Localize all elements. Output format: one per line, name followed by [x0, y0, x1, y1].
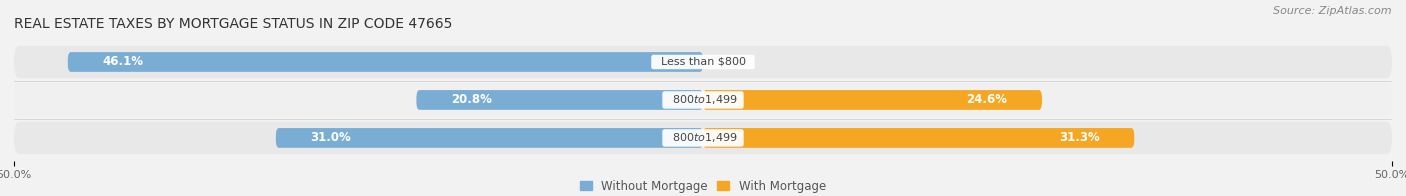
- FancyBboxPatch shape: [14, 84, 1392, 116]
- Text: Less than $800: Less than $800: [654, 57, 752, 67]
- FancyBboxPatch shape: [14, 122, 1392, 154]
- Legend: Without Mortgage, With Mortgage: Without Mortgage, With Mortgage: [575, 175, 831, 196]
- Text: $800 to $1,499: $800 to $1,499: [665, 132, 741, 144]
- Text: 20.8%: 20.8%: [451, 93, 492, 106]
- Text: 46.1%: 46.1%: [103, 55, 143, 68]
- Text: Source: ZipAtlas.com: Source: ZipAtlas.com: [1274, 6, 1392, 16]
- Text: $800 to $1,499: $800 to $1,499: [665, 93, 741, 106]
- FancyBboxPatch shape: [67, 52, 703, 72]
- Text: 31.0%: 31.0%: [311, 132, 352, 144]
- Text: 24.6%: 24.6%: [966, 93, 1008, 106]
- FancyBboxPatch shape: [416, 90, 703, 110]
- FancyBboxPatch shape: [703, 128, 1135, 148]
- Text: 0.0%: 0.0%: [714, 55, 744, 68]
- Text: 31.3%: 31.3%: [1059, 132, 1099, 144]
- FancyBboxPatch shape: [276, 128, 703, 148]
- FancyBboxPatch shape: [703, 90, 1042, 110]
- Text: REAL ESTATE TAXES BY MORTGAGE STATUS IN ZIP CODE 47665: REAL ESTATE TAXES BY MORTGAGE STATUS IN …: [14, 17, 453, 31]
- FancyBboxPatch shape: [14, 46, 1392, 78]
